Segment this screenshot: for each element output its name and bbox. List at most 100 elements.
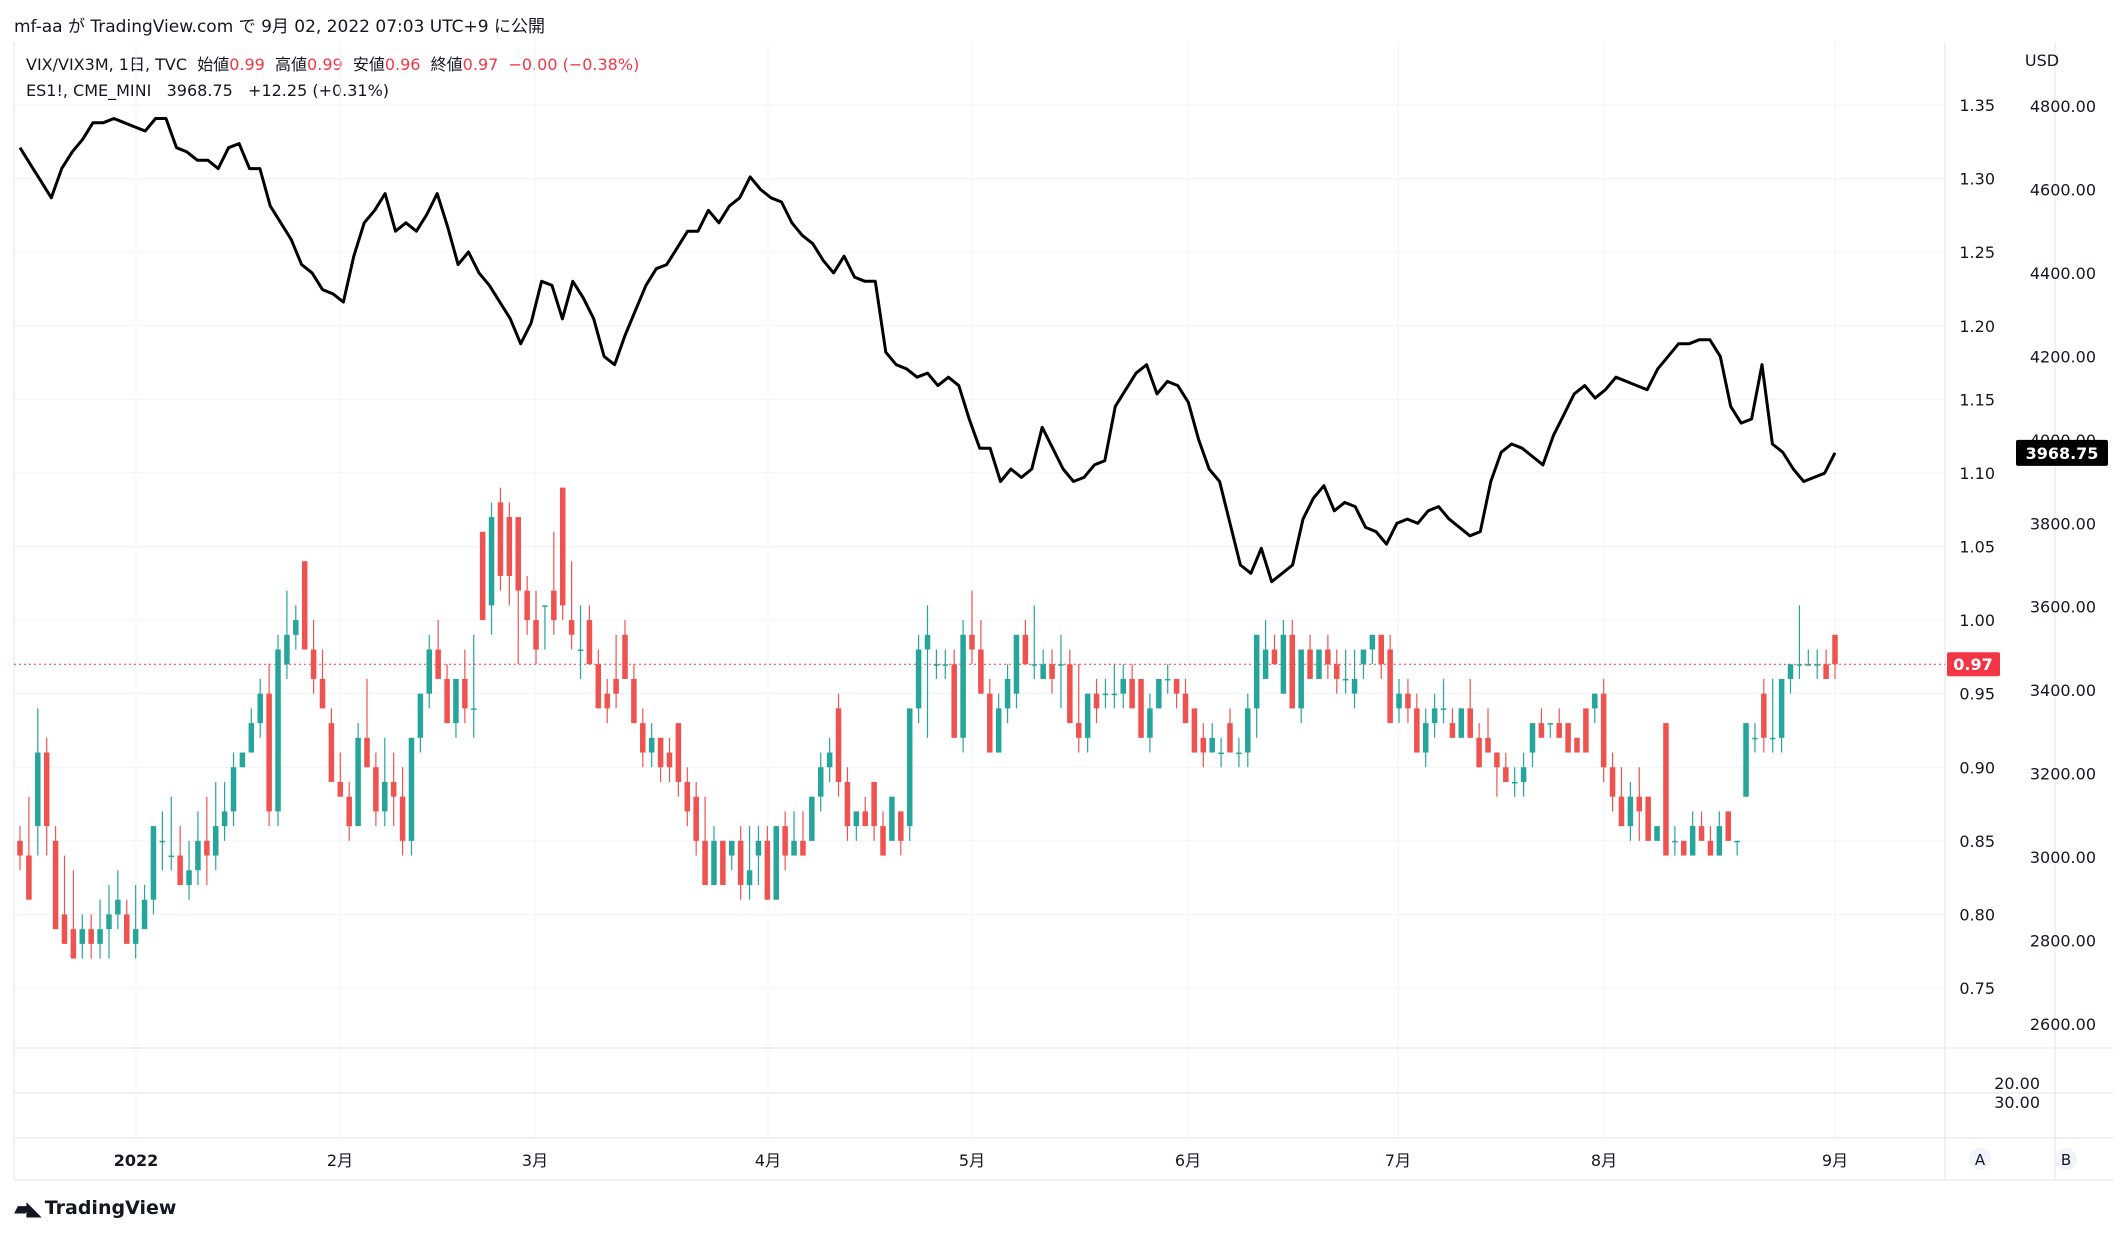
scale-button-a-bg[interactable] — [1969, 1148, 1991, 1170]
candle-body — [1778, 678, 1785, 738]
candle-body — [1636, 796, 1643, 812]
candle — [1316, 649, 1322, 679]
time-tick: 9月 — [1822, 1151, 1848, 1170]
candle-body — [1787, 664, 1794, 679]
candle — [132, 884, 139, 959]
candle-body — [1298, 649, 1304, 709]
candle — [604, 678, 610, 724]
candle-body — [1067, 664, 1073, 724]
scale-button-b-bg[interactable] — [2055, 1148, 2077, 1170]
candle-body — [1725, 811, 1731, 841]
candle-body — [426, 649, 433, 694]
candle-body — [230, 767, 237, 812]
candle-body — [1574, 737, 1580, 753]
candle — [1476, 723, 1482, 768]
candle-body — [168, 855, 175, 858]
candle — [1147, 693, 1153, 753]
candle-body — [1013, 634, 1020, 694]
candle — [631, 664, 637, 724]
candle-body — [1520, 767, 1527, 782]
candle-body — [328, 723, 335, 782]
overlay-badge-bg — [2016, 439, 2108, 466]
candle-body — [1084, 693, 1091, 738]
candle-body — [115, 899, 121, 915]
candle-body — [301, 561, 308, 650]
candle — [319, 649, 326, 709]
candle — [533, 590, 539, 665]
overlay-tick: 4600.00 — [2030, 180, 2096, 199]
candle — [835, 693, 842, 797]
scale-button-a-label[interactable]: A — [1975, 1151, 1986, 1169]
candle — [1654, 826, 1660, 841]
candle-body — [1440, 708, 1447, 710]
candle — [1209, 723, 1215, 753]
scale-button-b[interactable]: B — [2055, 1148, 2077, 1170]
scale-button-a[interactable]: A — [1969, 1148, 1991, 1170]
candle — [328, 708, 335, 782]
candle — [195, 811, 201, 885]
candle — [853, 811, 860, 841]
candle — [1298, 649, 1304, 724]
candle-body — [800, 840, 806, 856]
candle — [755, 826, 762, 885]
candle — [1253, 634, 1260, 738]
candle-body — [951, 664, 957, 738]
candle-body — [720, 840, 726, 885]
time-tick: 2022 — [114, 1151, 159, 1170]
candle-body — [577, 649, 584, 652]
candle-body — [1138, 678, 1144, 738]
candle — [1645, 796, 1651, 841]
candle-body — [648, 737, 655, 753]
candle-body — [1609, 767, 1616, 797]
price-tick: 1.15 — [1959, 390, 1995, 409]
time-tick: 7月 — [1385, 1151, 1411, 1170]
candle — [987, 678, 993, 753]
candle-body — [559, 487, 566, 606]
candle-body — [791, 840, 797, 856]
candle-body — [1689, 826, 1696, 856]
candle — [364, 678, 370, 768]
tradingview-logo[interactable]: ▰◣ TradingView — [14, 1196, 176, 1220]
candle — [933, 649, 940, 679]
candle-body — [1049, 664, 1055, 679]
candle — [1422, 708, 1429, 768]
candle — [1156, 678, 1162, 709]
candle — [809, 796, 815, 841]
candle — [1084, 693, 1091, 753]
overlay-tick: 3400.00 — [2030, 681, 2096, 700]
tradingview-logo-text: TradingView — [44, 1197, 177, 1219]
candle — [1520, 752, 1527, 797]
candle-body — [186, 870, 192, 885]
legend-change-value: −0.00 (−0.38%) — [508, 55, 640, 74]
candle-body — [675, 723, 682, 782]
legend-open-value: 0.99 — [229, 55, 265, 74]
candle-body — [595, 664, 602, 709]
candle — [1592, 693, 1598, 724]
candle-body — [657, 737, 664, 768]
candle-body — [809, 796, 815, 841]
candle — [1778, 678, 1785, 753]
legend-overlay-change: +12.25 (+0.31%) — [248, 81, 390, 100]
candle-body — [711, 840, 717, 885]
scale-button-b-label[interactable]: B — [2061, 1151, 2071, 1169]
legend-high-label: 高値 — [275, 55, 308, 74]
candle — [1449, 708, 1456, 738]
candle — [1769, 678, 1776, 753]
candle-body — [61, 914, 68, 944]
candle — [61, 855, 68, 944]
candle — [693, 781, 699, 856]
legend-low-label: 安値 — [352, 55, 385, 74]
candle — [942, 649, 949, 679]
candle-body — [88, 929, 94, 944]
candle-body — [488, 517, 495, 606]
legend-high-value: 0.99 — [307, 55, 343, 74]
candle — [1236, 737, 1242, 768]
candle-body — [1227, 723, 1233, 753]
candle — [488, 502, 495, 635]
candle-body — [817, 767, 824, 797]
candle-body — [1325, 649, 1331, 665]
legend-overlay-symbol[interactable]: ES1!, CME_MINI — [26, 81, 152, 100]
candle — [1663, 723, 1669, 856]
legend-main-symbol[interactable]: VIX/VIX3M, 1日, TVC — [26, 55, 188, 74]
